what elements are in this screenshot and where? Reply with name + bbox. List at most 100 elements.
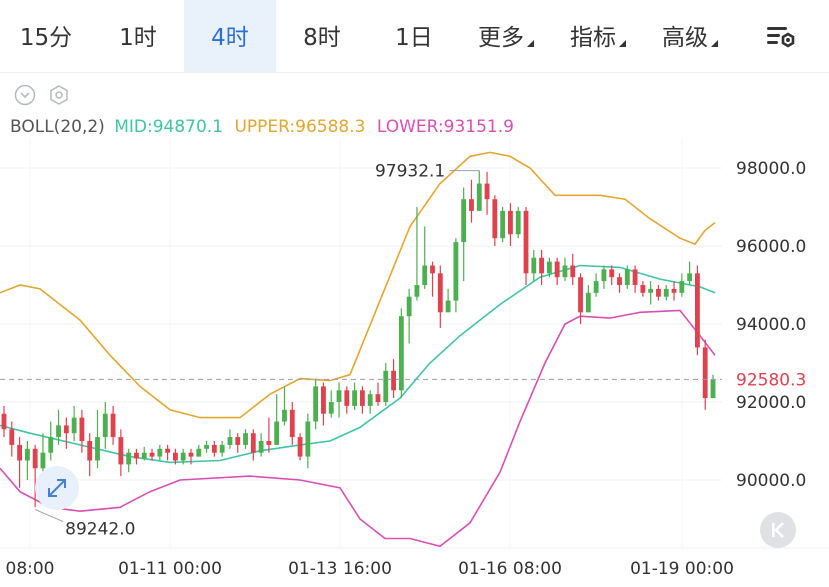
boll-mid: MID:94870.1 [114,117,224,137]
boll-upper: UPPER:96588.3 [234,117,366,137]
candle-body [546,261,552,274]
candle-body [9,429,15,445]
tab-4h[interactable]: 4时 [184,0,276,72]
candle-body [32,448,38,469]
candle-body [445,300,451,313]
x-tick-label: 01-19 00:00 [630,559,734,579]
tab-15m-label: 15分 [19,25,73,51]
candle-body [663,288,669,297]
candle-body [243,433,248,445]
candle-body [258,441,264,453]
candle-body [570,265,576,278]
boll-legend: BOLL(20,2) MID:94870.1 UPPER:96588.3 LOW… [10,117,520,137]
candle-body [710,379,716,399]
candle-body [352,390,358,406]
candle-body [406,296,412,317]
candle-body [336,390,342,402]
candle-body [562,265,568,278]
candle-body [508,210,513,235]
tab-indicators[interactable]: 指标 [552,0,644,72]
tab-15m[interactable]: 15分 [0,0,92,72]
hexagon-settings-icon[interactable] [48,84,70,106]
candle-body [344,390,350,406]
candle-body [437,273,443,313]
candle-body [593,281,599,293]
candle-body [126,452,132,465]
candle-body [180,452,186,461]
candle-body [134,452,139,459]
chevron-down-circle-icon[interactable] [14,84,36,106]
candle-body [172,452,178,461]
boll-lower-line [0,309,716,548]
candle-body [321,386,326,414]
candle-body [250,433,256,453]
tab-4h-label: 4时 [211,25,249,51]
boll-upper-line [0,151,716,419]
candle-body [56,425,61,438]
candle-body [585,292,591,313]
candle-body [40,452,46,469]
timeframe-tab-bar: 15分 1时 4时 8时 1日 更多 指标 高级 [0,0,829,73]
candle-body [492,199,498,239]
candle-body [648,288,654,293]
candle-body [87,441,93,461]
candle-body [110,413,116,438]
x-tick-label: 08:00 [6,559,55,579]
tab-8h[interactable]: 8时 [276,0,368,72]
candle-body [640,285,646,293]
candle-body [671,288,677,293]
candle-body [695,273,700,348]
boll-name: BOLL(20,2) [10,117,105,137]
tab-8h-label: 8时 [303,25,341,51]
tab-1h[interactable]: 1时 [92,0,184,72]
chart-settings-icon[interactable] [762,20,798,54]
skip-back-icon [772,522,784,538]
boll-lower: LOWER:93151.9 [376,117,514,137]
tab-1d-label: 1日 [395,25,433,51]
y-tick-label: 90000.0 [736,471,806,491]
candle-body [609,269,615,278]
caret-down-icon [711,40,718,47]
expand-button[interactable] [35,466,79,510]
scroll-to-start-button[interactable] [760,512,796,548]
y-tick-label: 98000.0 [736,159,806,179]
candle-body [289,409,295,438]
bollinger-bands [0,151,716,548]
candle-body [235,437,241,445]
candle-body [414,285,420,297]
candle-body [211,444,217,453]
high-annotation: 97932.1 [375,162,445,182]
candle-body [149,452,155,457]
candle-body [79,417,85,441]
candle-body [102,413,108,438]
current-price-bg [724,365,829,394]
tab-more-label: 更多 [478,25,524,51]
low-annotation: 89242.0 [65,520,135,540]
tab-1d[interactable]: 1日 [368,0,460,72]
candle-body [601,269,607,282]
candle-body [71,417,77,434]
low-marker-line [34,509,64,523]
candle-body [383,370,389,402]
x-tick-label: 01-13 16:00 [288,559,392,579]
tab-1h-label: 1时 [119,25,157,51]
tab-indicators-label: 指标 [570,25,616,51]
caret-down-icon [527,40,534,47]
candle-body [539,257,545,274]
expand-arrows-icon [48,479,66,497]
candle-body [461,199,467,243]
current-price-label: 92580.3 [736,370,806,390]
candle-body [523,210,529,274]
candle-body [367,394,373,406]
candle-body [313,386,319,422]
candle-body [204,444,209,449]
candle-body [266,441,272,445]
candle-body [632,269,638,285]
candle-body [359,390,365,406]
tab-more[interactable]: 更多 [460,0,552,72]
candle-body [624,269,630,285]
tab-advanced[interactable]: 高级 [644,0,736,72]
candle-body [500,210,506,239]
candle-body [165,448,171,453]
